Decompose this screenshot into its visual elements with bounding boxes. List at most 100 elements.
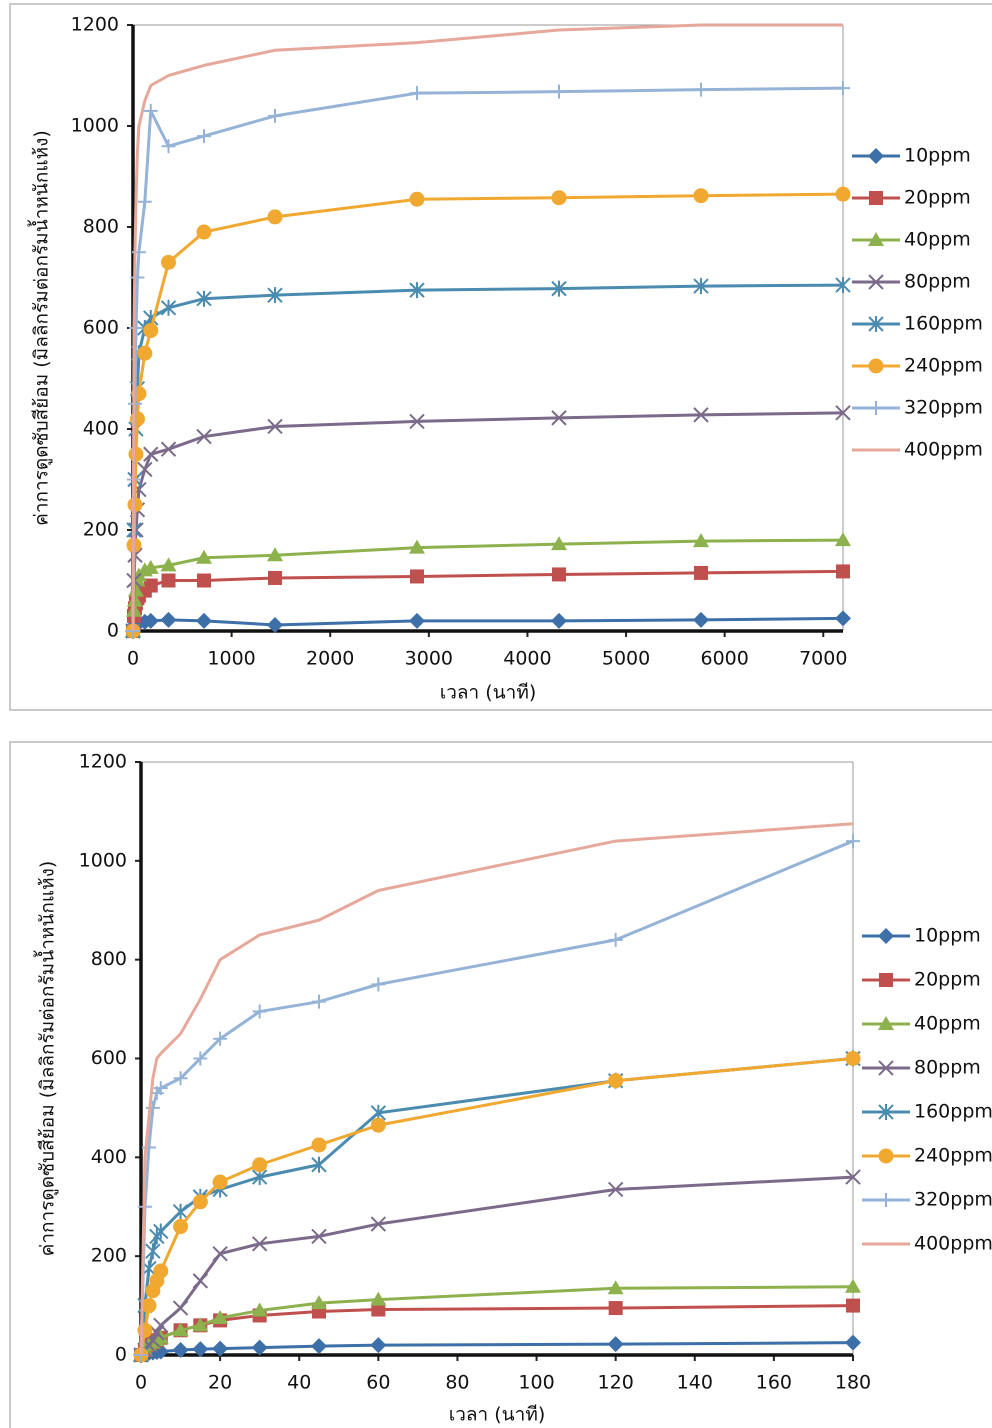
data-point bbox=[835, 610, 851, 627]
data-point bbox=[137, 194, 152, 209]
data-point bbox=[608, 932, 623, 947]
series-line bbox=[131, 411, 844, 632]
data-point bbox=[137, 1322, 153, 1338]
legend-label: 80ppm bbox=[904, 271, 971, 293]
y-tick-label: 1000 bbox=[79, 849, 127, 871]
data-point bbox=[143, 578, 158, 593]
data-point bbox=[212, 1309, 229, 1324]
x-axis-label: เวลา (นาที) bbox=[449, 1404, 546, 1426]
legend-label: 10ppm bbox=[914, 925, 981, 947]
legend-marker bbox=[878, 928, 894, 944]
legend-label: 160ppm bbox=[904, 313, 983, 335]
y-tick-label: 600 bbox=[91, 1047, 127, 1069]
series-line bbox=[131, 23, 843, 632]
data-point bbox=[160, 611, 177, 628]
data-point bbox=[172, 1300, 189, 1316]
legend-label: 20ppm bbox=[904, 187, 971, 209]
data-point bbox=[212, 1174, 228, 1190]
legend-marker bbox=[878, 1104, 894, 1120]
data-point bbox=[213, 1031, 228, 1046]
x-tick-label: 20 bbox=[208, 1372, 232, 1394]
legend-label: 80ppm bbox=[914, 1057, 981, 1079]
legend-label: 20ppm bbox=[914, 969, 981, 991]
data-point bbox=[143, 446, 159, 462]
data-point bbox=[371, 1302, 386, 1317]
x-tick-label: 2000 bbox=[306, 648, 354, 670]
data-point bbox=[267, 209, 283, 225]
data-point bbox=[551, 410, 567, 426]
x-tick-label: 40 bbox=[287, 1372, 311, 1394]
legend-marker bbox=[868, 148, 884, 164]
x-tick-label: 6000 bbox=[700, 648, 748, 670]
data-point bbox=[196, 290, 212, 307]
data-point bbox=[141, 1298, 157, 1314]
data-point bbox=[141, 1140, 156, 1155]
data-point bbox=[142, 612, 159, 629]
series-line bbox=[131, 86, 844, 632]
legend-marker bbox=[878, 1060, 894, 1076]
data-point bbox=[192, 1273, 209, 1289]
y-tick-label: 1200 bbox=[79, 751, 127, 773]
data-point bbox=[160, 441, 177, 457]
data-point bbox=[251, 1302, 268, 1317]
x-tick-label: 7000 bbox=[799, 648, 847, 670]
data-point bbox=[608, 1301, 623, 1316]
data-point bbox=[835, 277, 851, 294]
legend-label: 400ppm bbox=[904, 439, 983, 461]
x-tick-label: 4000 bbox=[503, 648, 551, 670]
data-point bbox=[693, 407, 709, 423]
legend-marker bbox=[879, 1193, 893, 1207]
data-point bbox=[267, 418, 283, 435]
series-line bbox=[139, 822, 854, 1356]
data-point bbox=[268, 570, 282, 585]
data-point bbox=[172, 1203, 189, 1220]
data-point bbox=[268, 108, 282, 123]
x-tick-label: 180 bbox=[835, 1372, 871, 1394]
legend-label: 40ppm bbox=[914, 1013, 981, 1035]
data-point bbox=[143, 103, 158, 118]
series-line bbox=[131, 616, 844, 632]
data-point bbox=[551, 190, 567, 206]
legend-marker bbox=[878, 1016, 894, 1030]
data-point bbox=[160, 557, 177, 572]
data-point bbox=[252, 1157, 268, 1173]
data-point bbox=[608, 1073, 624, 1089]
data-point bbox=[267, 616, 283, 633]
data-point bbox=[311, 1137, 327, 1153]
legend-label: 240ppm bbox=[914, 1145, 992, 1167]
data-point bbox=[212, 1340, 229, 1357]
x-tick-label: 120 bbox=[598, 1372, 634, 1394]
data-point bbox=[161, 573, 176, 588]
series-line bbox=[131, 538, 844, 632]
x-tick-label: 5000 bbox=[602, 648, 650, 670]
data-point bbox=[607, 1181, 624, 1198]
data-point bbox=[142, 559, 159, 574]
x-tick-label: 140 bbox=[677, 1372, 713, 1394]
data-point bbox=[845, 1051, 861, 1066]
data-point bbox=[212, 1245, 228, 1262]
data-point bbox=[370, 1291, 387, 1306]
data-point bbox=[192, 1317, 209, 1332]
data-point bbox=[145, 1243, 161, 1260]
legend-marker bbox=[868, 358, 884, 374]
data-point bbox=[251, 1236, 268, 1252]
y-tick-label: 600 bbox=[83, 317, 119, 339]
data-point bbox=[145, 1100, 160, 1115]
data-point bbox=[835, 186, 851, 202]
data-point bbox=[552, 567, 566, 582]
data-point bbox=[845, 1334, 861, 1351]
y-tick-label: 800 bbox=[91, 948, 127, 970]
legend-marker bbox=[868, 232, 884, 246]
data-point bbox=[409, 191, 425, 207]
x-tick-label: 80 bbox=[445, 1372, 469, 1394]
x-tick-label: 100 bbox=[518, 1372, 554, 1394]
data-point bbox=[173, 1071, 188, 1086]
data-point bbox=[845, 1278, 861, 1293]
data-point bbox=[130, 270, 145, 285]
data-point bbox=[128, 321, 143, 335]
data-point bbox=[835, 405, 851, 421]
legend-marker bbox=[869, 401, 883, 415]
data-point bbox=[197, 129, 211, 144]
data-point bbox=[371, 977, 386, 992]
